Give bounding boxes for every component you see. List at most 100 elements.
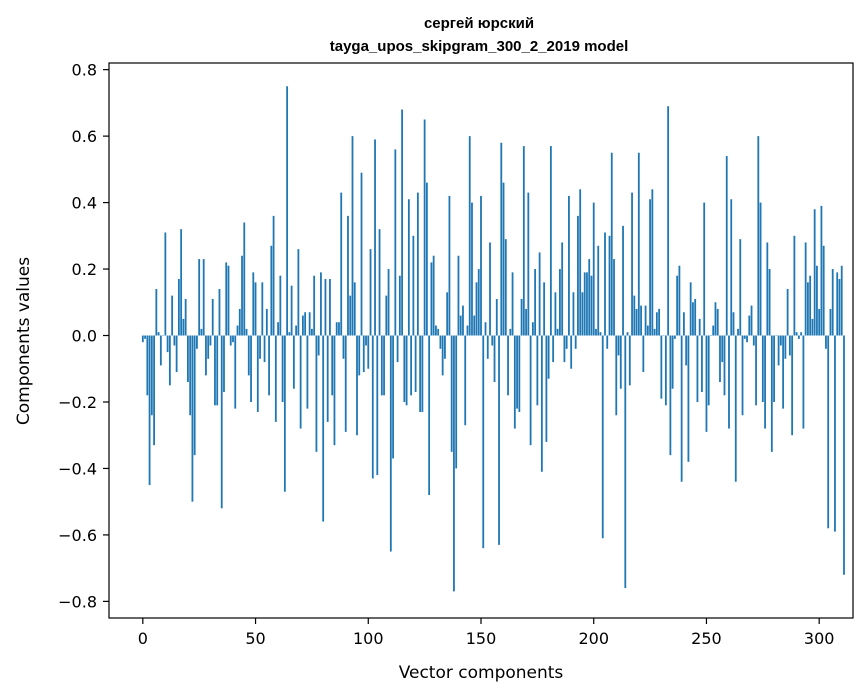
bar <box>712 325 715 336</box>
bar <box>252 272 255 336</box>
bar <box>360 172 363 336</box>
bar <box>572 292 575 336</box>
bar <box>624 335 627 589</box>
bar <box>473 315 476 336</box>
bar <box>277 322 279 336</box>
bar <box>193 335 196 456</box>
bar <box>538 252 541 336</box>
bar <box>683 312 685 336</box>
bar <box>495 298 498 336</box>
bar <box>220 335 223 509</box>
bar <box>644 305 647 336</box>
bar <box>211 298 214 336</box>
bar <box>468 136 471 336</box>
bar <box>604 232 606 336</box>
bar <box>295 325 298 336</box>
bar <box>784 335 787 359</box>
bar <box>484 322 487 336</box>
x-tick-label: 50 <box>245 629 265 648</box>
bar <box>646 325 649 336</box>
bar <box>155 288 158 336</box>
bar <box>236 325 239 336</box>
bar <box>216 335 219 406</box>
bar <box>525 308 527 336</box>
bar <box>606 335 609 349</box>
bar <box>371 335 374 479</box>
bar <box>191 335 194 502</box>
y-axis: −0.8 −0.6 −0.4 −0.2 0.0 0.2 0.4 0.6 0.8 <box>58 61 109 611</box>
bar <box>631 192 633 336</box>
bar <box>813 209 816 336</box>
bar <box>723 335 726 396</box>
bar <box>822 245 825 336</box>
bar <box>394 149 397 336</box>
bar <box>759 202 762 336</box>
bar <box>829 308 832 336</box>
bar <box>317 335 320 356</box>
bar <box>146 335 149 396</box>
bar <box>144 335 146 339</box>
bar <box>696 335 699 402</box>
bar <box>635 308 638 336</box>
bar <box>568 195 570 336</box>
bar <box>628 335 631 386</box>
bar <box>272 215 275 336</box>
bar <box>534 269 537 336</box>
bar <box>166 335 169 353</box>
y-axis-label: Components values <box>14 257 34 425</box>
bar <box>349 295 352 336</box>
bar <box>200 328 203 336</box>
bar <box>752 335 755 346</box>
bar <box>254 282 257 336</box>
bar <box>313 275 316 336</box>
bar <box>405 335 408 406</box>
bar <box>374 139 376 336</box>
x-tick-label: 100 <box>353 629 384 648</box>
bar <box>159 335 162 366</box>
bar <box>268 335 270 396</box>
bar <box>425 182 428 336</box>
bar <box>698 318 701 336</box>
bar <box>290 285 293 336</box>
bar <box>653 328 656 336</box>
x-axis: 0 50 100 150 200 250 300 <box>138 618 834 648</box>
bar <box>304 312 307 336</box>
bar <box>286 86 289 336</box>
bar <box>748 315 751 336</box>
bar <box>292 335 295 389</box>
bar <box>581 292 584 336</box>
bar <box>804 242 807 336</box>
bar <box>766 242 769 336</box>
bar <box>453 335 455 592</box>
bar <box>730 199 733 336</box>
bar <box>721 335 724 363</box>
bar <box>308 312 311 336</box>
bar <box>301 315 304 336</box>
bar <box>513 335 516 429</box>
bar <box>556 328 559 336</box>
bar <box>259 335 261 359</box>
bar <box>367 335 370 369</box>
bar <box>705 335 708 432</box>
bar <box>673 335 676 339</box>
bar <box>256 335 259 412</box>
bar <box>498 335 500 545</box>
bar <box>583 272 586 336</box>
bar <box>430 262 433 336</box>
bar <box>540 335 543 472</box>
y-tick-label: −0.2 <box>58 393 97 412</box>
bar <box>353 282 356 336</box>
bar <box>141 335 144 343</box>
bar <box>658 308 661 336</box>
bar <box>450 335 453 452</box>
bar <box>342 335 345 359</box>
bar <box>669 335 672 456</box>
bar <box>347 215 349 336</box>
bar <box>439 335 442 349</box>
bar <box>595 328 597 336</box>
bar <box>680 335 683 482</box>
bar <box>462 305 464 336</box>
bar <box>486 335 489 359</box>
bar <box>168 335 171 386</box>
